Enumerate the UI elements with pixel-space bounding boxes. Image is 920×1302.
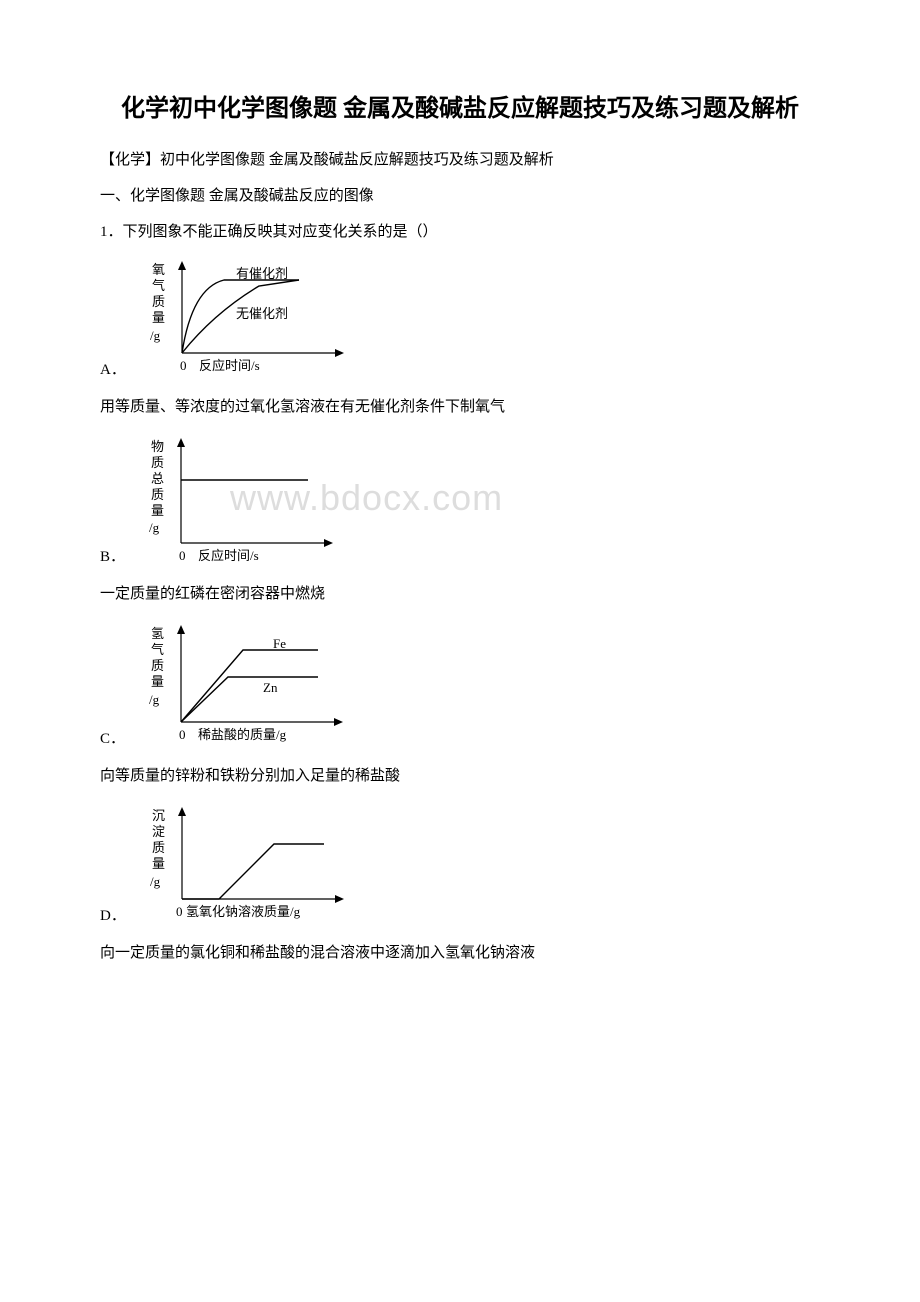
chart-d-ylabel-1: 沉 xyxy=(152,808,165,823)
option-c-row: C． 氢 气 质 量 /g 0 稀盐酸的质量/g Fe Zn xyxy=(100,622,820,752)
chart-a-origin: 0 xyxy=(180,358,187,373)
question-1: 1．下列图象不能正确反映其对应变化关系的是（） xyxy=(100,220,820,244)
subtitle: 【化学】初中化学图像题 金属及酸碱盐反应解题技巧及练习题及解析 xyxy=(100,148,820,172)
chart-d-ylabel-3: 质 xyxy=(152,840,165,855)
chart-b-ylabel-4: 质 xyxy=(151,487,164,502)
chart-c-fe-label: Fe xyxy=(273,636,286,651)
page-title: 化学初中化学图像题 金属及酸碱盐反应解题技巧及练习题及解析 xyxy=(100,90,820,128)
chart-b-ylabel-2: 质 xyxy=(151,455,164,470)
chart-c-xlabel: 稀盐酸的质量/g xyxy=(198,727,287,742)
section-heading: 一、化学图像题 金属及酸碱盐反应的图像 xyxy=(100,184,820,208)
chart-c: 氢 气 质 量 /g 0 稀盐酸的质量/g Fe Zn xyxy=(143,622,373,752)
option-d-label: D． xyxy=(100,904,126,929)
chart-a-curve1-label: 有催化剂 xyxy=(236,266,288,281)
option-b-desc: 一定质量的红磷在密闭容器中燃烧 xyxy=(100,582,820,606)
chart-b-xlabel: 反应时间/s xyxy=(198,548,259,563)
chart-a-xlabel: 反应时间/s xyxy=(199,358,260,373)
chart-c-ylabel-1: 氢 xyxy=(151,626,164,641)
chart-b: 物 质 总 质 量 /g 0 反应时间/s xyxy=(143,435,363,570)
chart-a-ylabel-2: 气 xyxy=(152,278,165,293)
chart-a-ylabel-3: 质 xyxy=(152,294,165,309)
chart-c-ylabel-5: /g xyxy=(149,692,160,707)
option-a-desc: 用等质量、等浓度的过氧化氢溶液在有无催化剂条件下制氧气 xyxy=(100,395,820,419)
chart-c-origin: 0 xyxy=(179,727,186,742)
chart-b-ylabel-1: 物 xyxy=(151,439,164,454)
chart-d-ylabel-2: 淀 xyxy=(152,824,165,839)
option-d-row: D． 沉 淀 质 量 /g 0 氢氧化钠溶液质量/g xyxy=(100,804,820,929)
option-a-row: A． 氧 气 质 量 /g 0 反应时间/s 有催化剂 无催化剂 xyxy=(100,258,820,383)
chart-d-ylabel-4: 量 xyxy=(152,856,165,871)
option-a-label: A． xyxy=(100,358,126,383)
chart-a-ylabel-5: /g xyxy=(150,328,161,343)
chart-d-ylabel-5: /g xyxy=(150,874,161,889)
chart-b-origin: 0 xyxy=(179,548,186,563)
option-c-label: C． xyxy=(100,727,125,752)
chart-c-ylabel-4: 量 xyxy=(151,674,164,689)
chart-a: 氧 气 质 量 /g 0 反应时间/s 有催化剂 无催化剂 xyxy=(144,258,374,383)
option-c-desc: 向等质量的锌粉和铁粉分别加入足量的稀盐酸 xyxy=(100,764,820,788)
chart-b-ylabel-5: 量 xyxy=(151,503,164,518)
option-b-label: B． xyxy=(100,545,125,570)
chart-d-xlabel: 氢氧化钠溶液质量/g xyxy=(186,904,301,919)
chart-d-origin: 0 xyxy=(176,904,183,919)
chart-d: 沉 淀 质 量 /g 0 氢氧化钠溶液质量/g xyxy=(144,804,374,929)
chart-b-ylabel-6: /g xyxy=(149,520,160,535)
option-d-desc: 向一定质量的氯化铜和稀盐酸的混合溶液中逐滴加入氢氧化钠溶液 xyxy=(100,941,820,965)
chart-a-ylabel-1: 氧 xyxy=(152,262,165,277)
chart-a-ylabel-4: 量 xyxy=(152,310,165,325)
chart-c-ylabel-3: 质 xyxy=(151,658,164,673)
chart-b-ylabel-3: 总 xyxy=(151,471,164,486)
chart-c-zn-label: Zn xyxy=(263,680,278,695)
option-b-row: B． 物 质 总 质 量 /g 0 反应时间/s www.bdocx.com xyxy=(100,435,820,570)
chart-a-curve2-label: 无催化剂 xyxy=(236,306,288,321)
chart-c-ylabel-2: 气 xyxy=(151,642,164,657)
